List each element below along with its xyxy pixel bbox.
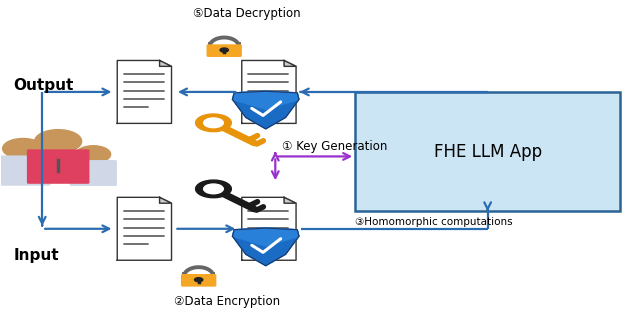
FancyBboxPatch shape (0, 155, 51, 186)
Polygon shape (232, 91, 299, 129)
Polygon shape (232, 91, 299, 109)
Text: ②Data Encryption: ②Data Encryption (174, 295, 280, 308)
Circle shape (196, 114, 231, 132)
Polygon shape (242, 197, 296, 260)
FancyBboxPatch shape (27, 149, 90, 184)
Polygon shape (232, 228, 299, 266)
Circle shape (220, 48, 228, 52)
Circle shape (3, 138, 44, 159)
Circle shape (196, 180, 231, 198)
FancyBboxPatch shape (70, 160, 117, 186)
Text: ① Key Generation: ① Key Generation (282, 141, 387, 154)
Polygon shape (284, 197, 296, 203)
Circle shape (204, 118, 223, 128)
Circle shape (76, 146, 111, 163)
Circle shape (35, 130, 82, 153)
Text: Output: Output (13, 78, 74, 93)
Polygon shape (242, 60, 296, 123)
FancyBboxPatch shape (181, 274, 216, 287)
Text: ⑤Data Decryption: ⑤Data Decryption (193, 7, 300, 20)
Text: Input: Input (13, 248, 59, 263)
FancyBboxPatch shape (207, 44, 242, 57)
Polygon shape (232, 228, 299, 246)
Polygon shape (117, 197, 172, 260)
Text: FHE LLM App: FHE LLM App (433, 143, 541, 161)
FancyBboxPatch shape (355, 92, 620, 211)
Circle shape (204, 184, 223, 194)
Text: ③Homomorphic computations: ③Homomorphic computations (355, 217, 513, 228)
Polygon shape (159, 197, 172, 203)
Polygon shape (284, 60, 296, 66)
Polygon shape (117, 60, 172, 123)
Polygon shape (159, 60, 172, 66)
Circle shape (195, 278, 203, 282)
